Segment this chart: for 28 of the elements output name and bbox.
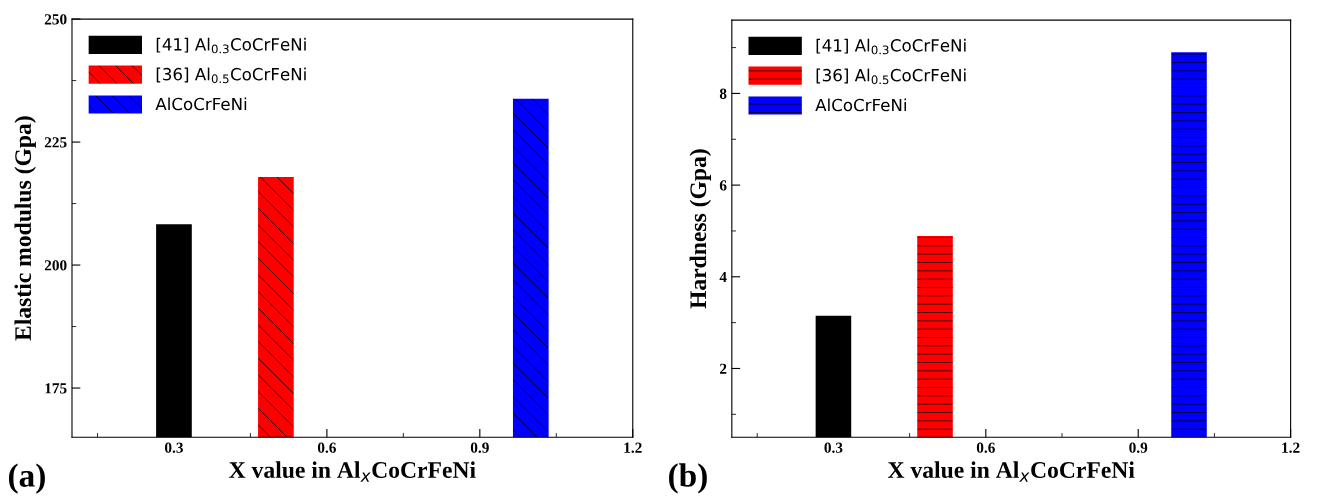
y-tick-label: 8: [719, 88, 727, 99]
y-tick-label: 200: [44, 260, 67, 271]
x-tick-label: 0.9: [470, 442, 489, 453]
x-axis-title: X value in Al$_{x}$CoCrFeNi: [887, 461, 1135, 482]
y-axis-title: Elastic modulus (Gpa): [14, 116, 36, 341]
x-tick-label: 0.9: [1129, 442, 1148, 453]
x-axis-title: X value in Al$_{x}$CoCrFeNi: [229, 461, 476, 482]
y-tick-label: 250: [44, 14, 67, 25]
x-tick-label: 0.6: [317, 442, 336, 453]
legend-label: [41] Al$_{0.3}$CoCrFeNi: [156, 37, 306, 54]
legend-label: [41] Al$_{0.3}$CoCrFeNi: [816, 38, 966, 55]
y-tick-label: 6: [719, 180, 727, 191]
legend-label: AlCoCrFeNi: [155, 97, 247, 111]
y-tick-label: 225: [44, 137, 67, 148]
y-tick-label: 4: [719, 272, 727, 283]
text: (b): [669, 463, 707, 494]
legend-label: [36] Al$_{0.5}$CoCrFeNi: [816, 68, 966, 85]
text: (a): [8, 463, 45, 494]
y-axis-title: Hardness (Gpa): [689, 149, 711, 309]
x-tick-label: 0.6: [976, 442, 995, 453]
x-tick-label: 1.2: [624, 442, 642, 453]
y-tick-label: 2: [719, 363, 727, 374]
x-tick-label: 1.2: [1282, 442, 1300, 453]
legend-label: [36] Al$_{0.5}$CoCrFeNi: [156, 67, 306, 84]
x-tick-label: 0.3: [164, 442, 183, 453]
y-tick-label: 175: [45, 383, 67, 394]
x-tick-label: 0.3: [824, 442, 843, 453]
legend-label: AlCoCrFeNi: [815, 98, 906, 112]
